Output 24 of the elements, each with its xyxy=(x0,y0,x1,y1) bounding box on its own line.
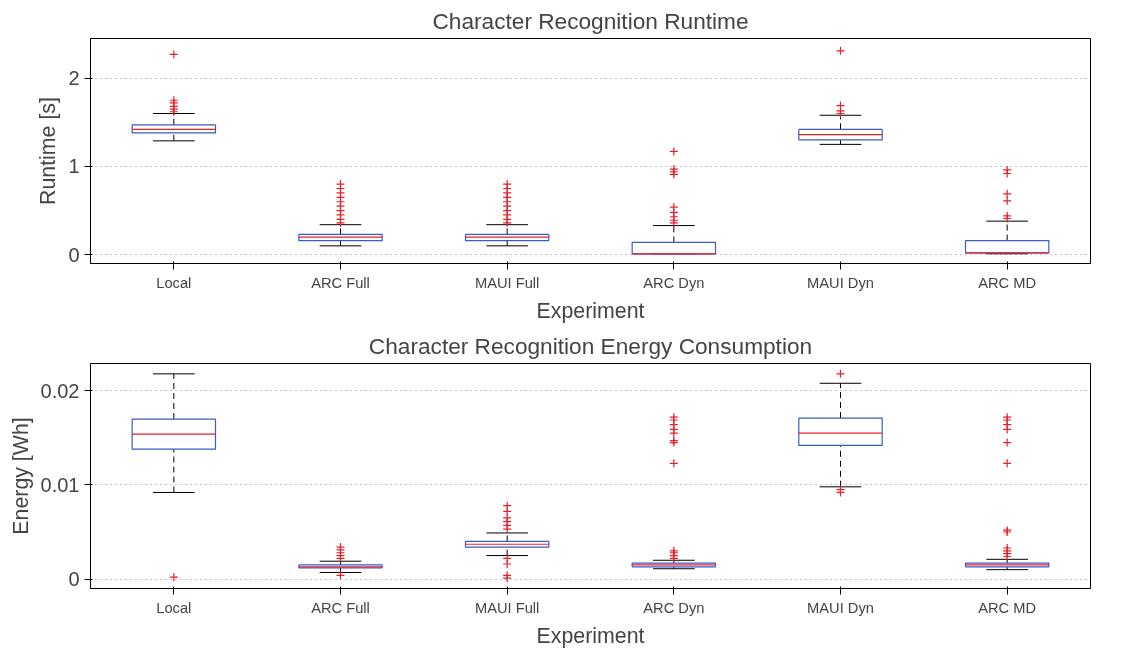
x-tick-label: ARC MD xyxy=(978,599,1037,616)
x-tick-label: ARC MD xyxy=(978,274,1037,291)
x-axis-title: Experiment xyxy=(536,623,645,648)
y-tick-label: 0.02 xyxy=(40,379,80,402)
y-tick-label: 0.01 xyxy=(40,473,80,496)
chart-title: Character Recognition Runtime xyxy=(432,7,749,34)
y-tick-label: 2 xyxy=(68,67,80,90)
x-tick-label: MAUI Dyn xyxy=(807,274,874,291)
y-tick-label: 0 xyxy=(68,243,80,266)
x-axis-title: Experiment xyxy=(536,298,645,323)
y-axis-title: Runtime [s] xyxy=(36,97,61,205)
x-tick-label: ARC Full xyxy=(311,599,370,616)
x-tick-label: Local xyxy=(156,274,192,291)
y-tick-label: 0 xyxy=(68,568,80,591)
x-tick-label: MAUI Full xyxy=(475,599,540,616)
y-tick-label: 1 xyxy=(68,155,80,178)
y-axis-title: Energy [Wh] xyxy=(8,417,33,535)
x-tick-label: MAUI Full xyxy=(475,274,540,291)
x-tick-label: MAUI Dyn xyxy=(807,599,874,616)
x-tick-label: ARC Dyn xyxy=(643,599,705,616)
x-tick-label: ARC Dyn xyxy=(643,274,705,291)
x-tick-label: Local xyxy=(156,599,192,616)
x-tick-label: ARC Full xyxy=(311,274,370,291)
chart-title: Character Recognition Energy Consumption xyxy=(368,332,813,359)
